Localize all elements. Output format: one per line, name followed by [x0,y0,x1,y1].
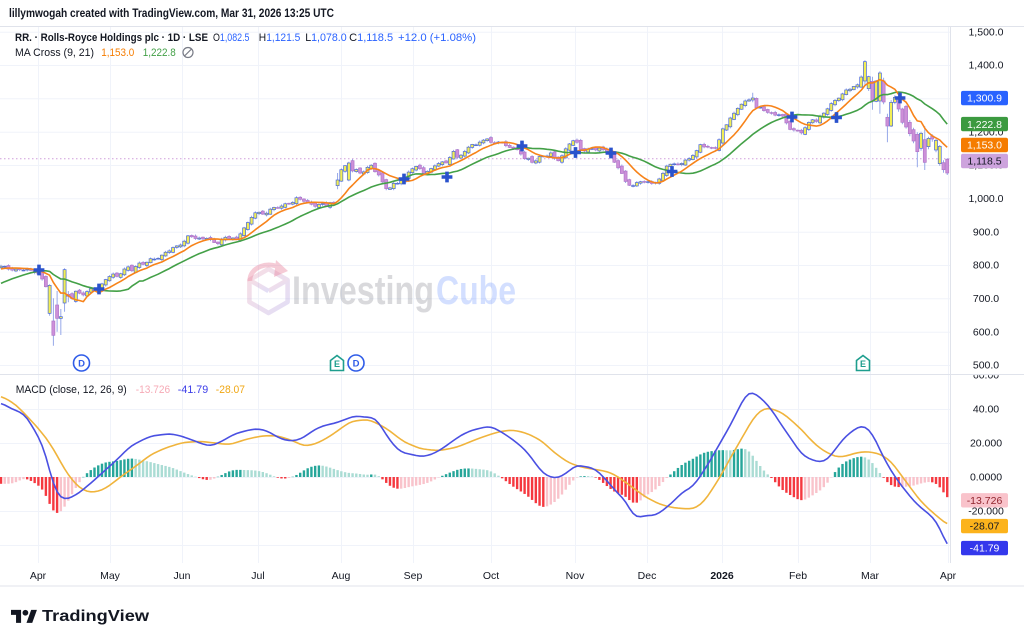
svg-text:D: D [353,359,360,370]
svg-text:2026: 2026 [710,570,734,582]
svg-text:Dec: Dec [638,570,657,582]
svg-text:Jun: Jun [174,570,191,582]
svg-text:lillymwogah created with Tradi: lillymwogah created with TradingView.com… [9,8,334,20]
svg-text:-41.79: -41.79 [178,384,208,396]
svg-text:Nov: Nov [566,570,585,582]
svg-text:E: E [334,359,340,369]
svg-text:E: E [860,359,866,369]
svg-text:MACD (close, 12, 26, 9): MACD (close, 12, 26, 9) [16,384,127,396]
svg-text:D: D [78,359,85,370]
svg-text:MA Cross (9, 21): MA Cross (9, 21) [15,47,94,59]
svg-text:1,118.5: 1,118.5 [967,156,1001,168]
svg-text:Feb: Feb [789,570,807,582]
svg-text:1,300.9: 1,300.9 [967,93,1002,105]
svg-text:Investing: Investing [292,269,434,313]
svg-text:1,222.8: 1,222.8 [967,119,1002,131]
svg-text:-28.07: -28.07 [970,521,1000,533]
svg-text:Aug: Aug [332,570,351,582]
svg-text:1,500.0: 1,500.0 [968,26,1003,38]
svg-text:40.00: 40.00 [973,404,999,416]
svg-text:1,400.0: 1,400.0 [968,60,1003,72]
svg-text:1,153.0: 1,153.0 [967,140,1002,152]
svg-text:L1,078.0: L1,078.0 [305,32,347,44]
svg-text:Apr: Apr [940,570,957,582]
svg-text:1,153.0: 1,153.0 [101,47,134,59]
svg-text:60.00: 60.00 [973,370,999,382]
svg-text:-28.07: -28.07 [216,384,245,396]
svg-text:Sep: Sep [404,570,423,582]
svg-text:TradingView: TradingView [42,608,150,625]
svg-text:Cube: Cube [436,269,516,313]
svg-text:Oct: Oct [483,570,499,582]
svg-text:1,000.0: 1,000.0 [968,193,1003,205]
svg-text:800.0: 800.0 [973,260,999,272]
svg-text:500.0: 500.0 [973,360,999,372]
svg-text:600.0: 600.0 [973,326,999,338]
svg-text:RR. · Rolls-Royce Holdings plc: RR. · Rolls-Royce Holdings plc · 1D · LS… [15,32,208,44]
svg-text:-13.726: -13.726 [136,384,170,396]
svg-text:O1,082.5: O1,082.5 [213,32,250,44]
svg-text:Jul: Jul [251,570,264,582]
svg-text:700.0: 700.0 [973,293,999,305]
svg-text:+12.0 (+1.08%): +12.0 (+1.08%) [398,32,476,44]
svg-text:0.0000: 0.0000 [970,472,1002,484]
svg-text:-41.79: -41.79 [970,543,1000,555]
svg-text:-13.726: -13.726 [967,495,1003,507]
svg-text:1,222.8: 1,222.8 [143,47,176,59]
svg-text:H1,121.5: H1,121.5 [259,32,301,44]
svg-text:C1,118.5: C1,118.5 [349,32,393,44]
svg-text:Mar: Mar [861,570,880,582]
svg-text:900.0: 900.0 [973,226,999,238]
svg-text:20.000: 20.000 [970,438,1002,450]
svg-text:Apr: Apr [30,570,47,582]
svg-text:May: May [100,570,121,582]
svg-text:-20.000: -20.000 [968,506,1004,518]
